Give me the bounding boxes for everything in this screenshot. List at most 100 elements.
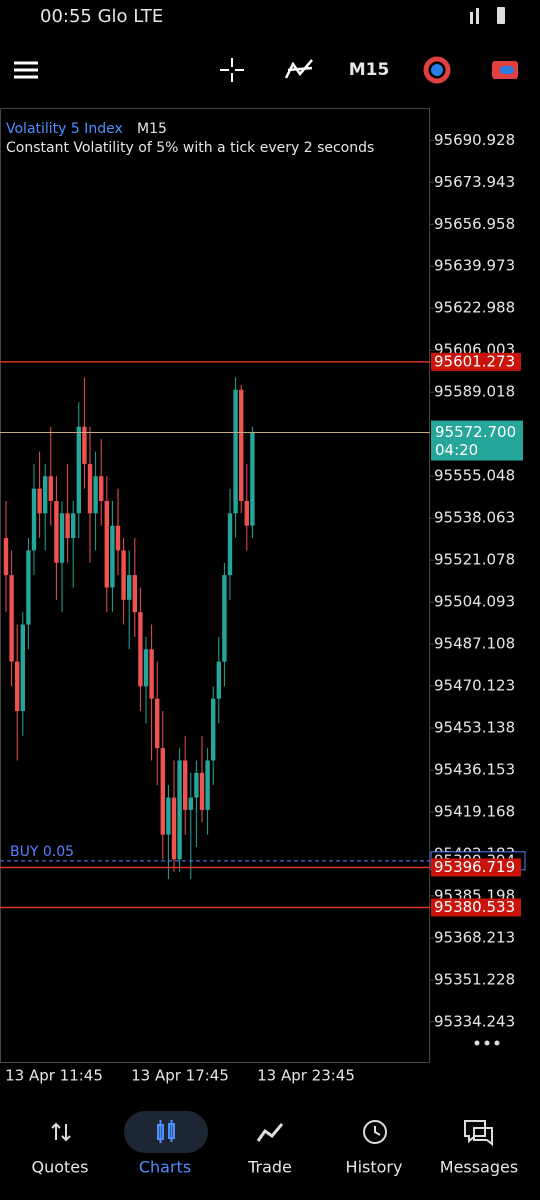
current-price-box [431,420,523,461]
y-tick-label: 95436.153 [434,760,515,778]
signal-bar [470,12,473,24]
y-tick-label: 95453.138 [434,719,515,737]
y-tick-label: 95555.048 [434,467,515,485]
candle-body [121,550,126,600]
candle-body [155,698,160,749]
y-tick-label: 95673.943 [434,173,515,191]
candle-body [171,797,177,860]
indicator-icon[interactable] [284,59,313,79]
level-price-label: 95396.719 [434,858,515,876]
candle-body [216,661,221,699]
y-tick-label: 95487.108 [434,635,515,653]
chart-frame [0,108,430,1063]
nav-label[interactable]: Quotes [32,1158,89,1177]
candle-body [132,575,137,613]
candle-body [149,649,154,699]
level-price-label: 95380.533 [434,898,515,916]
theme-icon[interactable] [423,56,451,84]
x-tick-label: 13 Apr 23:45 [257,1067,355,1085]
nav-label[interactable]: Trade [247,1158,292,1177]
candle-body [71,513,76,539]
candle-body [26,550,31,625]
candle-body [31,488,37,551]
candle-body [48,476,53,501]
y-tick-label: 95538.063 [434,509,515,527]
crosshair-icon[interactable] [220,58,244,82]
nav-label[interactable]: Charts [139,1158,191,1177]
candle-body [250,432,255,526]
level-price-box [431,858,521,877]
nav-label[interactable]: Messages [440,1158,518,1177]
candle-body [138,612,143,687]
bottom-nav [0,1100,540,1200]
candle-body [183,760,188,810]
y-tick-label: 95504.093 [434,593,515,611]
candle-body [65,513,70,539]
candle-body [211,698,216,761]
candle-body [104,500,109,588]
timeframe-button[interactable]: M15 [349,60,390,80]
candle-body [199,772,205,810]
y-tick-label: 95368.213 [434,928,515,946]
candle-body [115,525,121,551]
y-tick-label: 95470.123 [434,677,515,695]
level-price-box [431,352,521,371]
candle-body [82,426,87,464]
candle-body [15,661,20,712]
y-tick-label: 95690.928 [434,131,515,149]
menu-icon[interactable] [14,61,38,79]
candle-body [244,500,249,526]
level-price-label: 95601.273 [434,352,515,370]
candle-body [239,389,244,501]
y-tick-label: 95521.078 [434,551,515,569]
battery [497,7,505,24]
candle-body [233,389,238,514]
candle-body [76,426,81,514]
candle-body [177,760,182,860]
candle-body [166,797,171,835]
candle-body [54,500,59,563]
chart-timeframe: M15 [137,121,167,137]
more-icon[interactable] [474,1040,500,1046]
y-tick-label: 95639.973 [434,257,515,275]
status-icons [470,7,505,24]
trade-icon-inner [500,66,514,74]
x-tick-label: 13 Apr 11:45 [5,1067,103,1085]
candle-body [160,748,165,835]
candle-body [143,649,149,687]
candle-body [87,463,93,514]
status-time: 00:55 Glo LTE [40,6,163,27]
signal-bar [476,8,479,24]
candle-body [205,760,210,810]
symbol-description: Constant Volatility of 5% with a tick ev… [6,140,374,156]
candle-body [93,476,98,514]
active-tab-pill [124,1111,208,1153]
current-price-label: 95572.700 [435,423,516,441]
candle-body [43,476,48,514]
candle-body [59,513,65,563]
level-price-box [431,898,521,917]
countdown: 04:20 [435,441,478,459]
candle-body [3,538,9,576]
candle-body [99,476,104,501]
order-label: BUY 0.05 [10,844,74,860]
x-tick-label: 13 Apr 17:45 [131,1067,229,1085]
y-tick-label: 95419.168 [434,802,515,820]
candle-body [9,575,14,662]
symbol[interactable]: Volatility 5 Index [6,121,123,137]
candle-body [188,797,193,810]
y-tick-label: 95351.228 [434,970,515,988]
candle-body [110,525,115,588]
y-tick-label: 95589.018 [434,383,515,401]
y-tick-label: 95656.958 [434,215,515,233]
candle-body [194,772,199,798]
candle-body [127,575,132,600]
nav-icons [51,1120,493,1147]
candle-body [20,624,25,712]
candle-body [37,488,42,514]
nav-label[interactable]: History [346,1158,403,1177]
candle-body [222,575,227,662]
